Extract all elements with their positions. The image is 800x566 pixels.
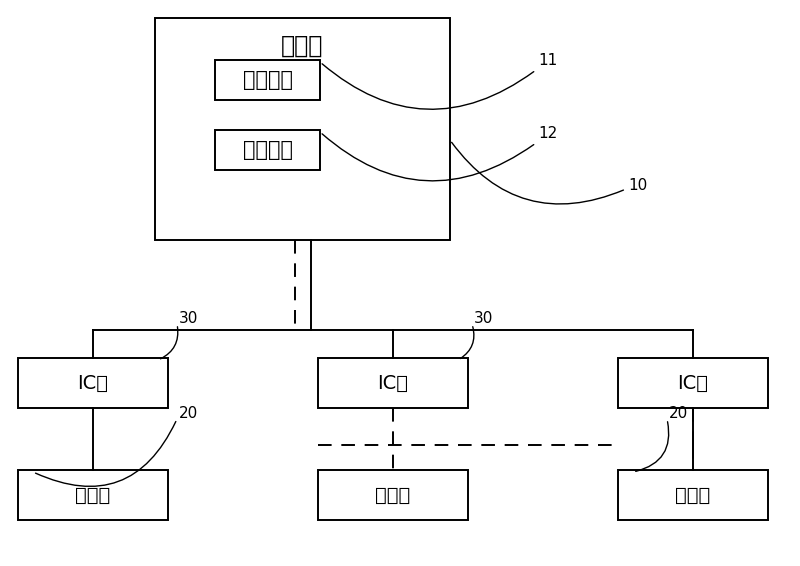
- Text: 20: 20: [669, 406, 688, 421]
- Text: IC卡: IC卡: [78, 374, 109, 392]
- Text: IC卡: IC卡: [378, 374, 409, 392]
- Bar: [618, 358, 768, 408]
- Bar: [618, 470, 768, 520]
- Bar: [155, 18, 450, 240]
- Text: 燃气表: 燃气表: [75, 486, 110, 504]
- Text: 12: 12: [538, 126, 558, 141]
- Text: 燃气表: 燃气表: [375, 486, 410, 504]
- Text: 30: 30: [474, 311, 494, 326]
- Bar: [318, 358, 468, 408]
- Text: 充値模块: 充値模块: [242, 140, 293, 160]
- Text: 20: 20: [179, 406, 198, 421]
- Bar: [318, 470, 468, 520]
- Bar: [215, 60, 320, 100]
- Text: 10: 10: [628, 178, 647, 192]
- Bar: [18, 470, 168, 520]
- Text: IC卡: IC卡: [678, 374, 709, 392]
- Text: 查询模块: 查询模块: [242, 70, 293, 90]
- Text: 11: 11: [538, 53, 558, 68]
- Text: 30: 30: [179, 311, 198, 326]
- Bar: [18, 358, 168, 408]
- Text: 燃气表: 燃气表: [675, 486, 710, 504]
- Bar: [215, 130, 320, 170]
- Text: 服务器: 服务器: [282, 34, 324, 58]
